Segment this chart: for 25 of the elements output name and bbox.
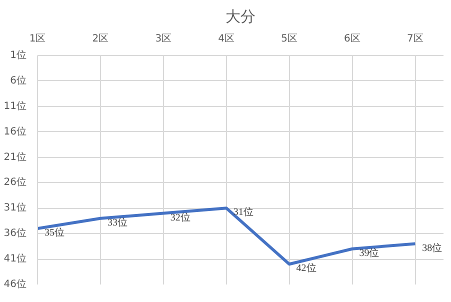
x-tick-label: 7区 — [406, 34, 424, 44]
y-tick-label: 26位 — [4, 176, 27, 188]
data-label: 42位 — [296, 262, 316, 274]
x-tick-label: 5区 — [281, 34, 298, 44]
y-tick-label: 41位 — [4, 252, 27, 265]
y-tick-label: 21位 — [4, 150, 27, 163]
x-tick-label: 1区 — [29, 34, 46, 44]
data-label: 38位 — [422, 242, 442, 254]
data-label: 35位 — [44, 226, 64, 239]
y-tick-label: 11位 — [4, 100, 27, 112]
y-tick-label: 1位 — [10, 49, 27, 61]
x-tick-label: 3区 — [155, 34, 172, 44]
x-tick-label: 6区 — [344, 34, 360, 44]
y-tick-label: 46位 — [4, 278, 27, 290]
x-tick-label: 2区 — [92, 34, 109, 44]
data-label: 31位 — [233, 206, 254, 218]
y-tick-label: 16位 — [4, 125, 27, 138]
x-tick-label: 4区 — [218, 34, 235, 44]
y-tick-label: 31位 — [4, 202, 27, 214]
chart-title: 大分 — [226, 8, 256, 26]
y-tick-label: 36位 — [4, 227, 27, 240]
data-label: 32位 — [170, 211, 190, 224]
data-label: 33位 — [107, 216, 128, 228]
y-tick-label: 6位 — [10, 74, 27, 86]
data-label: 39位 — [359, 246, 380, 259]
